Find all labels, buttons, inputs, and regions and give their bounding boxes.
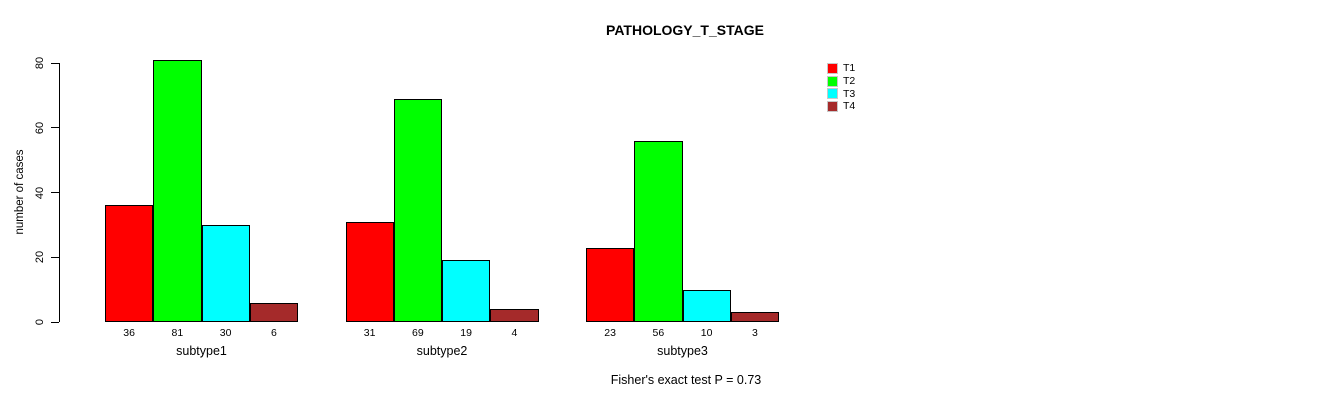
bar-value-label: 6 bbox=[270, 327, 277, 339]
bar-value-label: 10 bbox=[700, 327, 713, 339]
y-axis-tick bbox=[51, 62, 59, 64]
y-axis-tick bbox=[51, 192, 59, 193]
x-category-label: subtype2 bbox=[416, 344, 468, 358]
y-axis-tick-label: 40 bbox=[34, 186, 46, 199]
bar-value-label: 4 bbox=[511, 327, 518, 339]
bar-t3-subtype2 bbox=[442, 260, 491, 322]
bar-value-label: 56 bbox=[652, 327, 665, 339]
bar-value-label: 30 bbox=[219, 327, 232, 339]
chart-title: PATHOLOGY_T_STAGE bbox=[606, 22, 764, 38]
bar-value-label: 36 bbox=[123, 327, 135, 339]
legend-swatch-t2 bbox=[827, 75, 838, 87]
y-axis-tick-label: 80 bbox=[34, 56, 46, 70]
x-category-label: subtype3 bbox=[657, 344, 708, 358]
bar-t2-subtype3 bbox=[634, 140, 683, 322]
legend: T1 T2 T3 T4 bbox=[827, 62, 855, 113]
legend-item-t2: T2 bbox=[827, 75, 855, 88]
bar-value-label: 69 bbox=[412, 327, 424, 339]
y-axis-tick bbox=[51, 256, 59, 258]
bar-t1-subtype2 bbox=[345, 221, 394, 322]
bar-t2-subtype1 bbox=[153, 59, 202, 322]
bar-t4-subtype3 bbox=[730, 312, 779, 322]
legend-item-t1: T1 bbox=[827, 62, 855, 75]
bar-value-label: 31 bbox=[363, 327, 376, 339]
y-axis-tick bbox=[51, 127, 59, 129]
annotation-fisher-test: Fisher's exact test P = 0.73 bbox=[610, 373, 762, 387]
bar-value-label: 19 bbox=[460, 327, 472, 339]
bar-value-label: 81 bbox=[171, 327, 184, 339]
y-axis-line bbox=[59, 63, 60, 322]
y-axis-tick-label: 60 bbox=[34, 121, 46, 134]
legend-item-t3: T3 bbox=[827, 88, 855, 101]
y-axis-tick-label: 0 bbox=[34, 318, 46, 326]
legend-swatch-t3 bbox=[827, 88, 838, 100]
bar-t3-subtype3 bbox=[682, 289, 731, 322]
bar-t1-subtype3 bbox=[586, 247, 635, 322]
legend-label: T2 bbox=[843, 74, 856, 87]
legend-swatch-t4 bbox=[827, 101, 838, 113]
legend-swatch-t1 bbox=[827, 62, 838, 74]
y-axis-tick-label: 20 bbox=[34, 251, 46, 264]
bar-t4-subtype1 bbox=[249, 302, 298, 322]
legend-label: T3 bbox=[843, 87, 856, 100]
bar-t1-subtype1 bbox=[105, 205, 154, 322]
x-category-label: subtype1 bbox=[176, 344, 227, 358]
bar-value-label: 3 bbox=[751, 327, 758, 339]
bar-value-label: 23 bbox=[604, 327, 616, 339]
legend-item-t4: T4 bbox=[827, 100, 855, 113]
bar-t2-subtype2 bbox=[393, 98, 442, 322]
y-axis-tick bbox=[51, 321, 59, 323]
legend-label: T4 bbox=[843, 100, 856, 113]
bar-t3-subtype1 bbox=[201, 224, 250, 322]
legend-label: T1 bbox=[843, 62, 856, 75]
bar-t4-subtype2 bbox=[490, 309, 539, 322]
